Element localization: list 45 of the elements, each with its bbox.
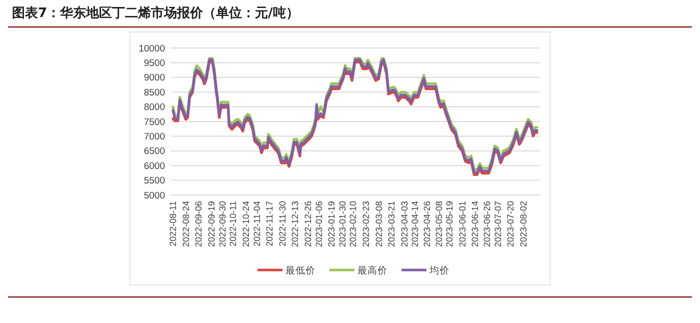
x-tick-label: 2022-10-11 — [228, 201, 238, 246]
y-tick-label: 6000 — [144, 160, 165, 172]
x-tick-label: 2023-07-20 — [506, 201, 516, 248]
x-tick-label: 2023-05-08 — [434, 201, 444, 248]
y-tick-label: 7000 — [144, 132, 165, 143]
x-tick-label: 2022-12-26 — [302, 201, 313, 248]
legend-label: 均价 — [428, 264, 450, 276]
y-tick-label: 7500 — [144, 116, 165, 128]
x-tick-label: 2023-06-26 — [482, 201, 492, 248]
x-tick-label: 2023-02-23 — [360, 201, 371, 248]
legend-label: 最高价 — [358, 264, 388, 276]
chart-title: 图表7：华东地区丁二烯市场报价（单位：元/吨） — [12, 5, 299, 21]
y-tick-label: 6500 — [144, 146, 165, 158]
x-tick-label: 2023-01-30 — [337, 201, 348, 248]
x-tick-label: 2023-06-01 — [457, 201, 468, 248]
y-tick-label: 5000 — [144, 190, 165, 202]
x-tick-label: 2022-11-04 — [252, 201, 262, 246]
y-tick-label: 9500 — [144, 58, 165, 70]
y-tick-label: 9000 — [144, 72, 165, 84]
x-tick-label: 2022-11-30 — [277, 201, 288, 246]
x-tick-label: 2023-01-19 — [326, 201, 337, 248]
x-tick-label: 2023-05-19 — [444, 201, 455, 248]
y-tick-label: 10000 — [138, 43, 165, 54]
x-tick-label: 2023-04-14 — [410, 201, 420, 248]
x-tick-label: 2022-09-06 — [194, 201, 204, 248]
x-tick-label: 2023-08-02 — [518, 201, 528, 248]
x-tick-label: 2023-01-06 — [314, 201, 324, 248]
x-tick-label: 2022-08-24 — [180, 201, 191, 248]
x-tick-label: 2023-06-14 — [470, 201, 480, 248]
x-tick-label: 2023-04-26 — [422, 201, 432, 248]
x-tick-label: 2023-03-08 — [374, 201, 384, 248]
x-tick-label: 2022-12-13 — [290, 201, 300, 248]
x-tick-label: 2022-08-11 — [168, 201, 178, 246]
x-tick-label: 2023-02-10 — [348, 201, 358, 248]
y-tick-label: 8000 — [144, 102, 165, 114]
x-tick-label: 2023-03-21 — [386, 201, 397, 248]
y-tick-label: 8500 — [144, 87, 165, 98]
x-tick-label: 2023-07-07 — [492, 201, 503, 248]
legend-label: 最低价 — [286, 264, 316, 276]
x-tick-label: 2022-09-30 — [217, 201, 228, 248]
x-tick-label: 2022-09-19 — [206, 201, 216, 248]
y-tick-label: 5500 — [144, 176, 165, 187]
x-tick-label: 2022-10-24 — [240, 201, 251, 248]
x-tick-label: 2023-04-03 — [399, 201, 410, 248]
x-tick-label: 2022-11-17 — [264, 201, 275, 246]
